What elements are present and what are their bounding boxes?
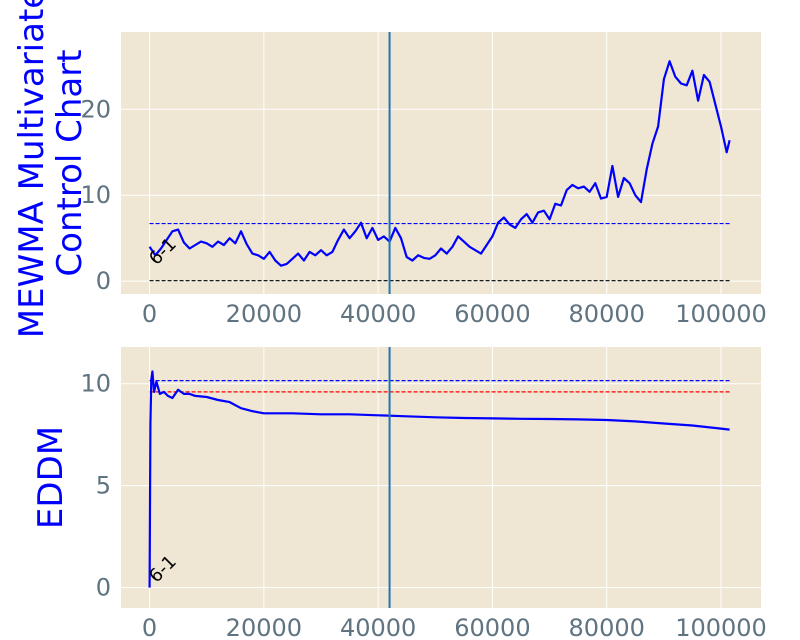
y-tick-label: 20	[80, 95, 111, 123]
x-tick-label: 40000	[340, 300, 416, 328]
y-tick-label: 0	[96, 267, 111, 295]
x-tick-label: 80000	[569, 614, 645, 640]
x-tick-label: 40000	[340, 614, 416, 640]
mewma-panel: 6-10 20000 40000 60000 80000 10000001020MEWMA…	[12, 0, 767, 338]
y-tick-label: 5	[96, 472, 111, 500]
x-tick-label: 80000	[569, 300, 645, 328]
series-line	[148, 370, 730, 588]
y-tick-label: 10	[80, 370, 111, 398]
y-axis-label: Control Chart	[50, 49, 90, 276]
y-axis-label: MEWMA Multivariate	[12, 0, 52, 338]
x-tick-label: 20000	[226, 614, 302, 640]
x-tick-label: 60000	[454, 300, 530, 328]
y-tick-label: 0	[96, 574, 111, 602]
x-tick-label: 60000	[454, 614, 530, 640]
plot-area	[121, 32, 761, 294]
x-tick-label: 0	[142, 614, 157, 640]
series-line	[148, 60, 731, 267]
x-tick-label: 100000	[675, 300, 767, 328]
y-axis-label: EDDM	[31, 426, 71, 529]
plot-area	[121, 347, 761, 608]
x-tick-label: 0	[142, 300, 157, 328]
x-tick-label: 100000	[675, 614, 767, 640]
x-tick-label: 20000	[226, 300, 302, 328]
y-tick-label: 10	[80, 181, 111, 209]
